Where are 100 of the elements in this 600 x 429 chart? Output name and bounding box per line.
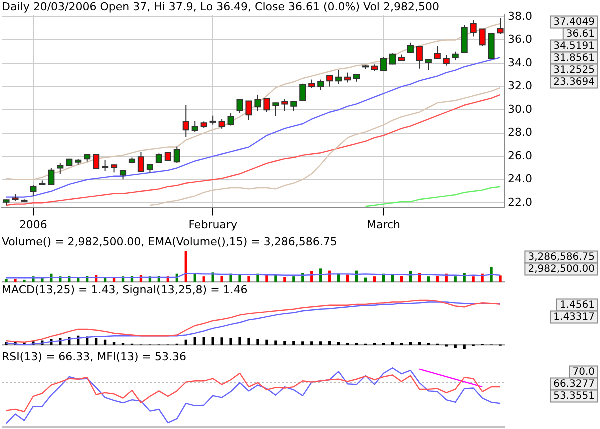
bar [104,340,107,346]
candlestick [174,146,180,164]
bar [194,337,196,346]
text: 1.43317 [554,312,596,323]
candlestick [264,98,270,113]
bar [373,276,376,282]
bar [122,342,125,346]
bar [427,276,430,282]
bar [266,275,268,282]
bar [184,251,188,282]
candlestick [30,184,37,197]
candlestick [57,162,64,175]
candlestick [254,94,262,112]
y-tick-label: 36.0 [508,33,532,46]
x-tick-label: 2006 [19,218,48,232]
candlestick [318,79,324,91]
bar [472,276,475,282]
bar [41,278,44,282]
y-tick-label: 26.0 [508,149,532,162]
bar [418,342,421,346]
bar [364,278,368,282]
text: 31.2525 [554,64,596,76]
bar [220,338,224,346]
bar [5,279,8,282]
x-tick-label: March [366,218,401,232]
text: 1.4561 [560,300,596,311]
bar [346,342,350,346]
text: 34.5191 [554,40,596,52]
bar [202,337,206,346]
y-tick-label: 34.0 [508,56,532,70]
candlestick [344,72,352,84]
bar [490,267,493,282]
bar [202,276,206,282]
bar [266,340,268,346]
bar [400,276,404,282]
bar [238,275,242,282]
text: 66.3277 [554,378,596,390]
y-tick-label: 24.0 [508,172,532,186]
bar [212,337,214,346]
candlestick [290,101,298,112]
chart-title: Volume() = 2,982,500.00, EMA(Volume(),15) = 3,286,586.75 [2,235,338,248]
candlestick [326,74,334,88]
bar [256,338,260,346]
chart-title: RSI(13) = 66.33, MFI(13) = 53.36 [2,350,186,364]
candlestick [192,120,198,133]
bar [310,342,314,346]
chart-title: MACD(13,25) = 1.43, Signal(13,25,8) = 1.46 [2,283,248,296]
bar [14,279,17,282]
y-tick-label: 30.0 [508,102,532,116]
text: 2,982,500.00 [528,264,595,275]
bar [320,342,322,346]
text: 37.4049 [554,16,596,28]
bar [454,276,457,282]
candlestick [228,113,234,126]
bar [274,340,278,346]
bar [292,276,296,282]
y-tick-label: 32.0 [508,80,532,93]
candlestick [156,153,162,164]
bar [391,342,394,346]
bar [499,276,502,282]
bar [355,342,358,346]
candlestick [497,18,504,36]
candlestick [479,28,486,47]
candlestick [218,118,226,130]
text: 70.0 [572,366,595,378]
bar [409,342,412,346]
candlestick [380,56,388,72]
bar [346,274,350,282]
bar [292,341,296,346]
bar [302,342,304,346]
candlestick [443,54,450,66]
candlestick [236,99,244,114]
candlestick [272,102,280,117]
candlestick [434,46,441,60]
candlestick [93,154,100,170]
text: 31.8561 [554,52,596,64]
bar [427,342,430,346]
candlestick [336,70,342,85]
bar [238,337,242,346]
text: 23.3694 [554,76,596,88]
bar [284,341,286,346]
text: 53.3551 [554,390,596,402]
bar [23,280,26,282]
candlestick [416,46,423,70]
x-tick-label: February [188,218,238,232]
bar [248,276,250,282]
bar [112,342,116,346]
candlestick [246,100,252,121]
bar [284,277,286,282]
bar [184,340,188,346]
candlestick [48,168,55,186]
bar [338,342,340,346]
chart-title: Daily 20/03/2006 Open 37, Hi 37.9, Lo 36.49, Close 36.61 (0.0%) Vol 2,982,500 [2,0,440,14]
bar [274,275,278,282]
text: 36.61 [566,28,596,40]
text: 3,286,586.75 [528,252,595,263]
bar [94,338,98,346]
candlestick [182,104,190,138]
y-tick-label: 38.0 [508,10,532,23]
bar [248,338,250,346]
